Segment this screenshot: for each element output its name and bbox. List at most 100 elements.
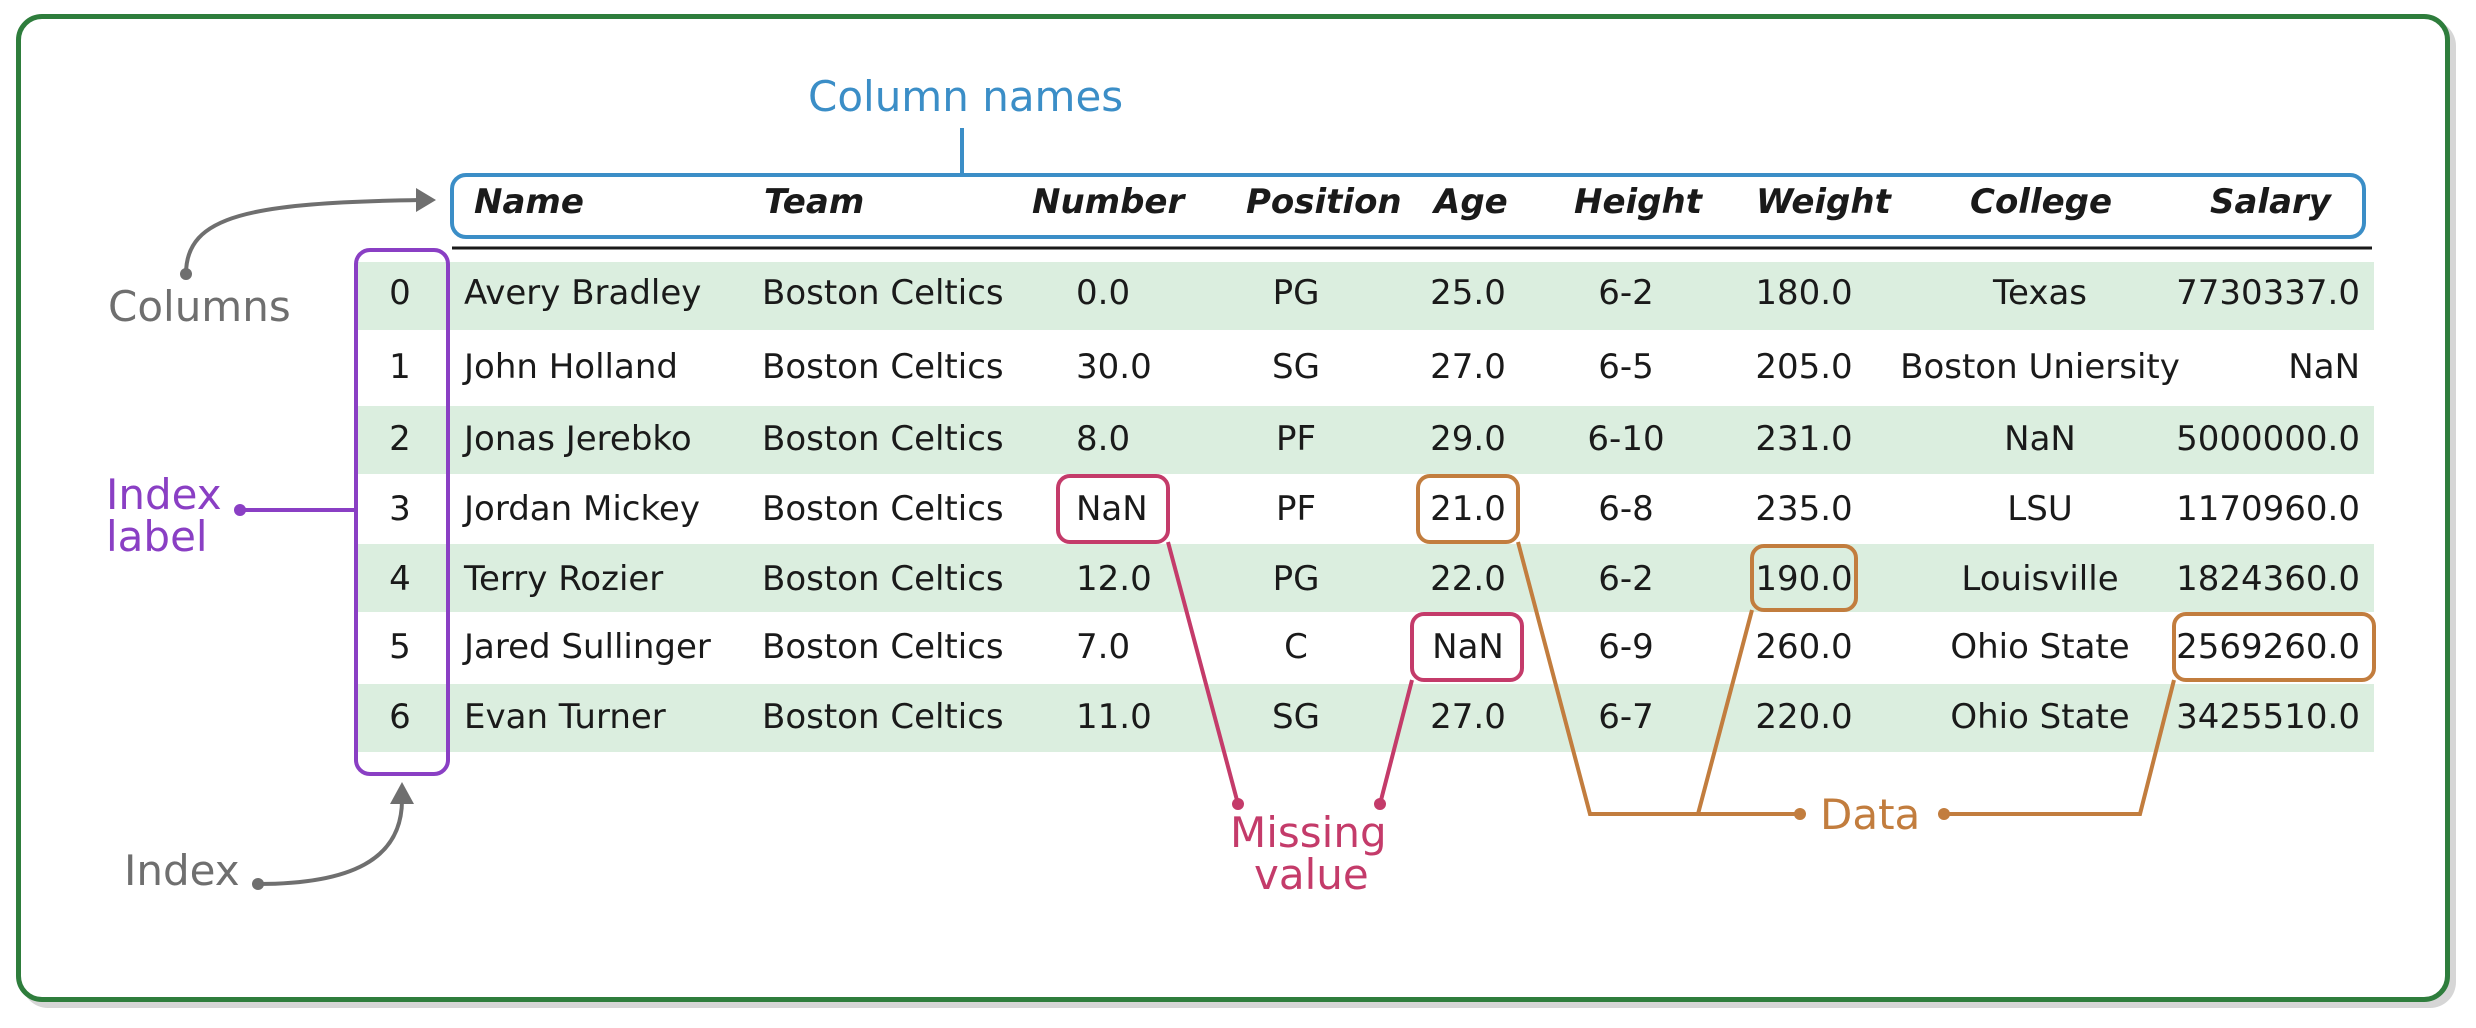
cell-team: Boston Celtics (762, 697, 1004, 737)
cell-age: 21.0 (1430, 489, 1506, 529)
cell-age: 25.0 (1430, 273, 1506, 313)
cell-salary: 2569260.0 (2176, 627, 2360, 667)
index-label-line1: Index (106, 470, 222, 519)
cell-salary: 5000000.0 (2176, 419, 2360, 459)
index-cell: 3 (389, 489, 411, 529)
cell-name: Jordan Mickey (464, 489, 700, 529)
cell-salary: 1824360.0 (2176, 559, 2360, 599)
index-arrow (257, 799, 404, 886)
missing-value-line2: value (1254, 850, 1369, 899)
cell-name: Evan Turner (464, 697, 666, 737)
missing-connector-2 (1378, 679, 1414, 805)
cell-position: SG (1272, 697, 1320, 737)
cell-name: Avery Bradley (464, 273, 702, 313)
missing-value-line1: Missing (1230, 808, 1387, 857)
cell-age: 29.0 (1430, 419, 1506, 459)
row-stripe (358, 544, 2374, 612)
index-cell: 2 (389, 419, 411, 459)
cell-name: John Holland (464, 347, 678, 387)
header-weight: Weight (1756, 182, 1891, 222)
index-label-line2: label (106, 512, 208, 561)
cell-weight: 235.0 (1755, 489, 1853, 529)
cell-salary: 7730337.0 (2176, 273, 2360, 313)
index-label-dot (234, 504, 246, 516)
cell-number: 0.0 (1076, 273, 1131, 313)
cell-position: SG (1272, 347, 1320, 387)
cell-salary: NaN (2288, 347, 2360, 387)
header-number: Number (1032, 182, 1185, 222)
column-names-box (450, 173, 2366, 239)
header-team: Team (764, 182, 865, 222)
cell-team: Boston Celtics (762, 273, 1004, 313)
index-cell: 0 (389, 273, 411, 313)
cell-height: 6-8 (1598, 489, 1654, 529)
header-age: Age (1434, 182, 1508, 222)
cell-position: PG (1272, 559, 1320, 599)
columns-arrow (184, 198, 421, 275)
index-cell: 6 (389, 697, 411, 737)
index-cell: 5 (389, 627, 411, 667)
cell-salary: 1170960.0 (2176, 489, 2360, 529)
cell-position: PF (1275, 419, 1317, 459)
cell-age: 27.0 (1430, 697, 1506, 737)
cell-salary: 3425510.0 (2176, 697, 2360, 737)
data-box-weight (1750, 544, 1858, 612)
index-annotation-label: Index (124, 846, 240, 895)
index-cell: 4 (389, 559, 411, 599)
cell-team: Boston Celtics (762, 489, 1004, 529)
cell-college: NaN (2004, 419, 2076, 459)
cell-weight: 205.0 (1755, 347, 1853, 387)
missing-dot-1 (1232, 798, 1244, 810)
data-box-salary (2172, 612, 2376, 682)
cell-height: 6-5 (1598, 347, 1654, 387)
cell-weight: 180.0 (1755, 273, 1853, 313)
cell-number: NaN (1076, 489, 1148, 529)
cell-college: Ohio State (1950, 627, 2130, 667)
cell-age: 22.0 (1430, 559, 1506, 599)
header-position: Position (1246, 182, 1402, 222)
data-dot-right (1938, 808, 1950, 820)
cell-position: C (1284, 627, 1308, 667)
missing-box-number (1056, 474, 1170, 544)
cell-name: Jonas Jerebko (464, 419, 692, 459)
header-name: Name (474, 182, 584, 222)
data-box-age (1416, 474, 1520, 544)
cell-weight: 231.0 (1755, 419, 1853, 459)
cell-college: LSU (2007, 489, 2073, 529)
cell-age: NaN (1432, 627, 1504, 667)
header-height: Height (1574, 182, 1702, 222)
cell-weight: 220.0 (1755, 697, 1853, 737)
cell-height: 6-2 (1598, 273, 1654, 313)
cell-height: 6-9 (1598, 627, 1654, 667)
cell-team: Boston Celtics (762, 419, 1004, 459)
data-connector-weight (1696, 609, 1754, 815)
cell-team: Boston Celtics (762, 347, 1004, 387)
index-dot (252, 878, 264, 890)
cell-number: 12.0 (1076, 559, 1152, 599)
data-dot-left (1794, 808, 1806, 820)
cell-height: 6-2 (1598, 559, 1654, 599)
header-salary: Salary (2210, 182, 2331, 222)
cell-college: Ohio State (1950, 697, 2130, 737)
cell-number: 8.0 (1076, 419, 1131, 459)
row-stripe (358, 406, 2374, 474)
cell-team: Boston Celtics (762, 627, 1004, 667)
cell-college: Boston Uniersity (1900, 347, 2180, 387)
cell-number: 30.0 (1076, 347, 1152, 387)
data-label: Data (1820, 790, 1921, 839)
index-cell: 1 (389, 347, 411, 387)
cell-number: 11.0 (1076, 697, 1152, 737)
cell-age: 27.0 (1430, 347, 1506, 387)
header-college: College (1970, 182, 2113, 222)
cell-name: Jared Sullinger (464, 627, 711, 667)
data-connector-age (1516, 541, 1698, 816)
index-arrowhead (390, 782, 414, 804)
columns-dot (180, 268, 192, 280)
cell-weight: 190.0 (1755, 559, 1853, 599)
cell-position: PF (1275, 489, 1317, 529)
diagram-frame (16, 14, 2450, 1002)
cell-name: Terry Rozier (464, 559, 664, 599)
cell-position: PG (1272, 273, 1320, 313)
row-stripe (358, 262, 2374, 330)
